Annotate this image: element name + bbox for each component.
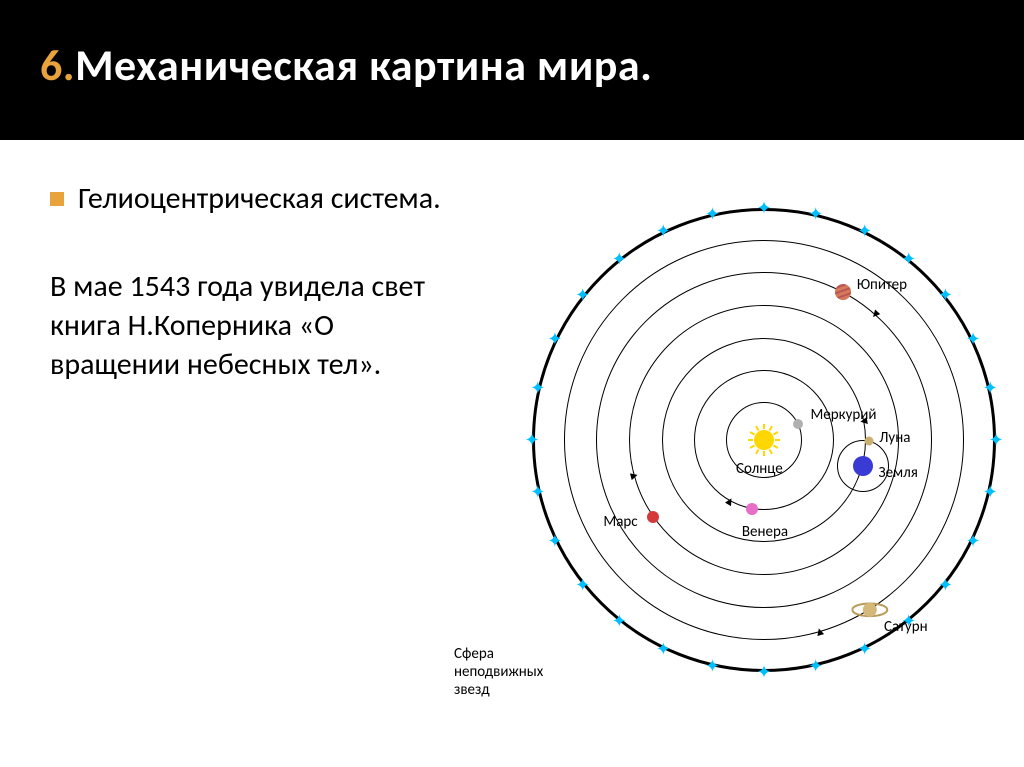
fixed-star-icon: ✦ [756,661,771,683]
fixed-star-icon: ✦ [857,220,872,242]
fixed-star-icon: ✦ [612,610,627,632]
fixed-star-icon: ✦ [965,328,980,350]
bullet-text: Гелиоцентрическая система. [78,180,441,217]
fixed-star-icon: ✦ [547,328,562,350]
fixed-star-icon: ✦ [524,429,539,451]
fixed-star-icon: ✦ [705,655,720,677]
fixed-star-icon: ✦ [983,481,998,503]
fixed-star-icon: ✦ [965,530,980,552]
planet-юпитер [835,284,851,300]
moon-orbit [837,440,889,492]
fixed-star-icon: ✦ [983,377,998,399]
slide-title: 6.Механическая картина мира. [40,38,652,92]
fixed-star-icon: ✦ [756,197,771,219]
planet-луна [865,437,874,446]
content-area: Гелиоцентрическая система. В мае 1543 го… [0,140,1024,424]
fixed-star-icon: ✦ [656,638,671,660]
sun [747,423,781,457]
title-main: Механическая картина мира. [75,38,652,92]
bullet-square-icon [50,192,64,206]
star-sphere-label: Сфера неподвижных звезд [454,645,574,699]
fixed-star-icon: ✦ [901,248,916,270]
fixed-star-icon: ✦ [938,284,953,306]
fixed-star-icon: ✦ [547,530,562,552]
fixed-star-icon: ✦ [705,203,720,225]
heliocentric-diagram: ✦✦✦✦✦✦✦✦✦✦✦✦✦✦✦✦✦✦✦✦✦✦✦✦✦✦✦✦СолнцеМеркур… [484,160,1024,720]
planet-label-марс: Марс [603,513,637,531]
fixed-star-icon: ✦ [530,481,545,503]
fixed-star-icon: ✦ [575,574,590,596]
fixed-star-icon: ✦ [808,203,823,225]
fixed-star-icon: ✦ [938,574,953,596]
planet-марс [647,511,659,523]
planet-сатурн [852,598,888,620]
planet-label-сатурн: Сатурн [884,618,928,636]
fixed-star-icon: ✦ [612,248,627,270]
planet-label-луна: Луна [879,429,910,447]
planet-label-юпитер: Юпитер [857,276,907,294]
title-number: 6. [40,38,75,92]
planet-венера [746,503,758,515]
fixed-star-icon: ✦ [656,220,671,242]
sun-label: Солнце [736,460,783,478]
fixed-star-icon: ✦ [575,284,590,306]
title-bar: 6.Механическая картина мира. [0,0,1024,140]
fixed-star-icon: ✦ [988,429,1003,451]
planet-label-венера: Венера [742,523,788,541]
planet-меркурий [793,419,803,429]
fixed-star-icon: ✦ [857,638,872,660]
fixed-star-icon: ✦ [808,655,823,677]
fixed-star-icon: ✦ [530,377,545,399]
body-paragraph: В мае 1543 года увидела свет книга Н.Коп… [50,267,470,384]
